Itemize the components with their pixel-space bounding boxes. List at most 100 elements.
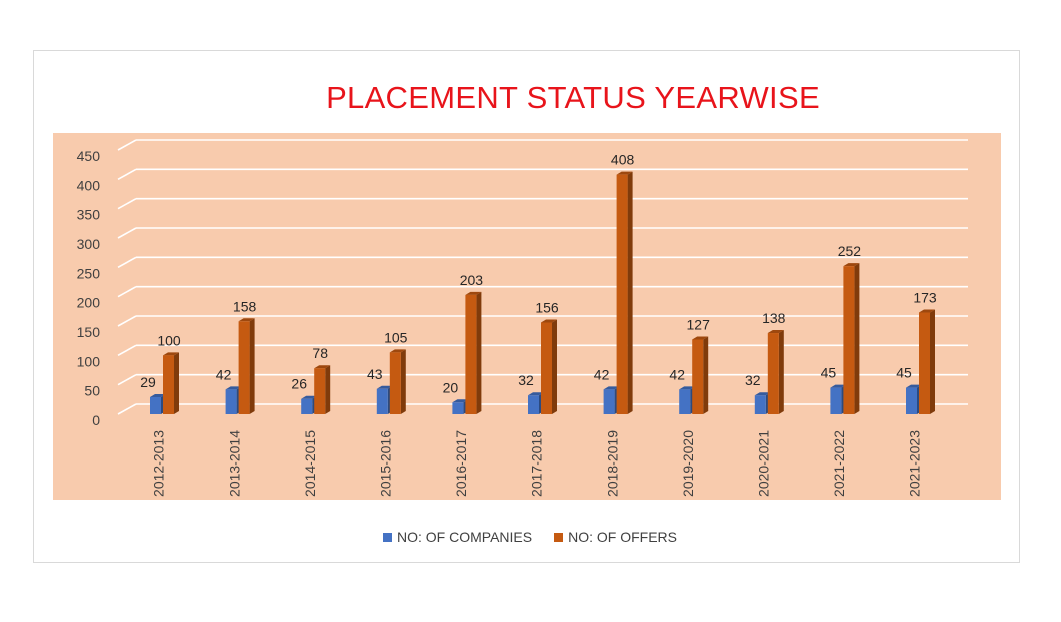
bar-offers-side — [476, 291, 482, 414]
y-tick-label: 300 — [77, 236, 101, 252]
x-tick-label: 2019-2020 — [680, 430, 696, 497]
bar-offers — [843, 266, 855, 414]
data-label-companies: 26 — [291, 376, 307, 392]
bar-offers-top — [238, 318, 255, 322]
bar-companies-top — [603, 386, 620, 390]
bar-offers-top — [314, 365, 331, 369]
bar-companies — [301, 398, 313, 414]
data-label-companies: 45 — [896, 365, 912, 381]
y-tick-label: 50 — [84, 383, 100, 399]
legend-item-companies: NO: OF COMPANIES — [383, 529, 532, 545]
bar-offers-top — [692, 336, 709, 340]
gridline-side — [117, 315, 137, 327]
bar-offers-side — [627, 171, 633, 414]
bar-offers-top — [465, 291, 482, 295]
y-tick-label: 450 — [77, 148, 101, 164]
x-axis-ticks: 2012-2013 2013-2014 2014-2015 2015-2016 2016… — [151, 430, 923, 497]
bar-offers — [541, 322, 552, 414]
bar-offers — [163, 355, 174, 414]
bar-offers — [616, 174, 628, 414]
data-label-offers: 173 — [913, 290, 937, 306]
data-label-companies: 20 — [443, 379, 459, 395]
bar-offers-side — [400, 349, 406, 414]
data-label-companies: 29 — [140, 374, 156, 390]
bar-offers-side — [703, 336, 709, 414]
bar-offers — [692, 339, 704, 414]
gridline-side — [117, 197, 137, 210]
bar-companies — [754, 395, 766, 414]
bar-companies-top — [452, 399, 469, 403]
data-label-companies: 32 — [745, 372, 761, 388]
data-label-offers: 100 — [157, 332, 181, 348]
data-label-companies: 42 — [669, 366, 685, 382]
gridline-side — [117, 227, 137, 239]
bar-companies-top — [301, 395, 318, 399]
bar-offers-top — [767, 330, 784, 334]
bar-offers — [314, 368, 326, 414]
bar-offers-side — [930, 309, 935, 414]
legend-swatch-offers — [554, 532, 564, 542]
bar-companies — [830, 387, 842, 414]
bar-offers — [465, 294, 477, 414]
bar-companies — [225, 389, 237, 414]
bars — [150, 171, 935, 414]
bar-offers-top — [541, 319, 557, 323]
chart-title: PLACEMENT STATUS YEARWISE — [326, 80, 820, 115]
gridline-side — [117, 139, 137, 151]
bar-offers-top — [616, 171, 633, 175]
data-label-offers: 252 — [838, 243, 862, 259]
bar-companies-top — [528, 392, 544, 396]
x-tick-label: 2021-2022 — [831, 430, 847, 497]
bar-offers-side — [854, 263, 860, 414]
legend: NO: OF COMPANIES NO: OF OFFERS — [383, 528, 699, 546]
x-tick-label: 2021-2023 — [907, 430, 923, 497]
bar-offers-side — [325, 365, 331, 414]
data-label-companies: 43 — [367, 366, 383, 382]
y-axis-ticks: 0 50 100 150 200 250 300 350 400 450 — [77, 148, 101, 428]
y-tick-label: 250 — [77, 265, 101, 281]
y-tick-label: 100 — [77, 353, 101, 369]
bar-companies-top — [906, 384, 922, 388]
bar-offers-side — [249, 318, 255, 414]
bar-companies — [603, 389, 615, 414]
bar-companies — [528, 395, 539, 414]
bar-offers — [238, 321, 250, 414]
y-tick-label: 150 — [77, 324, 101, 340]
data-label-companies: 42 — [594, 366, 610, 382]
data-labels: 29 100 42 158 26 78 43 105 20 203 32 156 42 408 42 127 3… — [140, 152, 937, 396]
x-tick-label: 2012-2013 — [151, 430, 167, 497]
data-label-companies: 45 — [821, 365, 837, 381]
data-label-offers: 138 — [762, 310, 786, 326]
bar-offers-top — [919, 309, 935, 313]
x-tick-label: 2013-2014 — [226, 430, 242, 497]
x-tick-label: 2014-2015 — [302, 430, 318, 497]
y-tick-label: 350 — [77, 207, 101, 223]
y-tick-label: 200 — [77, 295, 101, 311]
x-tick-label: 2016-2017 — [453, 430, 469, 497]
bar-companies-top — [754, 392, 771, 396]
x-tick-label: 2015-2016 — [378, 430, 394, 497]
data-label-offers: 105 — [384, 329, 408, 345]
bar-companies — [376, 388, 388, 414]
bar-offers-side — [174, 352, 179, 414]
gridline-side — [117, 285, 137, 298]
bar-companies — [150, 396, 161, 414]
y-tick-label: 400 — [77, 177, 101, 193]
bar-offers-side — [552, 319, 557, 414]
bar-offers-side — [778, 330, 784, 414]
bar-offers-top — [843, 263, 860, 267]
bar-offers-top — [389, 349, 406, 353]
data-label-offers: 158 — [233, 298, 257, 314]
bar-companies-top — [150, 393, 166, 397]
bar-companies-top — [679, 386, 696, 390]
bar-companies-top — [830, 384, 847, 388]
legend-swatch-companies — [383, 532, 392, 542]
data-label-companies: 32 — [518, 372, 534, 388]
bar-companies — [679, 389, 691, 414]
bar-companies — [906, 387, 917, 414]
gridline-side — [117, 256, 137, 269]
bar-offers-top — [163, 352, 179, 356]
bar-companies — [452, 402, 464, 414]
data-label-offers: 78 — [312, 345, 328, 361]
